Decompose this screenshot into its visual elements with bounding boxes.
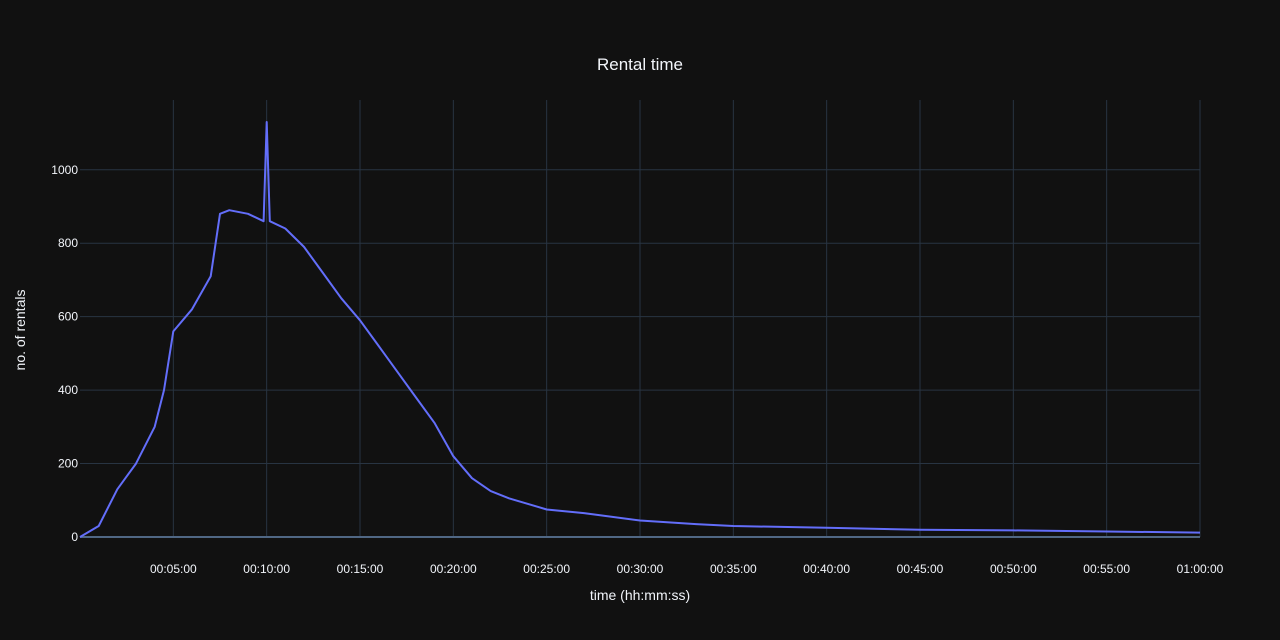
x-tick-label: 00:55:00 bbox=[1083, 562, 1130, 576]
series-line bbox=[79, 121, 1201, 538]
y-tick-label: 800 bbox=[58, 236, 78, 250]
chart-title: Rental time bbox=[597, 55, 683, 74]
x-tick-label: 00:10:00 bbox=[243, 562, 290, 576]
x-tick-label: 00:45:00 bbox=[897, 562, 944, 576]
x-tick-label: 00:05:00 bbox=[150, 562, 197, 576]
series-layer bbox=[79, 121, 1201, 538]
y-tick-label: 600 bbox=[58, 310, 78, 324]
x-axis-title: time (hh:mm:ss) bbox=[590, 587, 690, 603]
x-axis-ticks: 00:05:00 00:10:00 00:15:00 00:20:00 00:25:00… bbox=[150, 562, 1224, 576]
y-tick-label: 400 bbox=[58, 383, 78, 397]
x-tick-label: 00:20:00 bbox=[430, 562, 477, 576]
y-axis-ticks: 0 200 400 600 800 1000 bbox=[51, 163, 78, 544]
y-tick-label: 0 bbox=[71, 530, 78, 544]
x-tick-label: 01:00:00 bbox=[1177, 562, 1224, 576]
x-tick-label: 00:50:00 bbox=[990, 562, 1037, 576]
x-tick-label: 00:35:00 bbox=[710, 562, 757, 576]
x-tick-label: 00:15:00 bbox=[337, 562, 384, 576]
y-tick-label: 1000 bbox=[51, 163, 78, 177]
x-tick-label: 00:40:00 bbox=[803, 562, 850, 576]
x-tick-label: 00:25:00 bbox=[523, 562, 570, 576]
y-tick-label: 200 bbox=[58, 457, 78, 471]
y-axis-title: no. of rentals bbox=[12, 290, 28, 371]
grid-layer bbox=[80, 100, 1201, 538]
x-tick-label: 00:30:00 bbox=[617, 562, 664, 576]
